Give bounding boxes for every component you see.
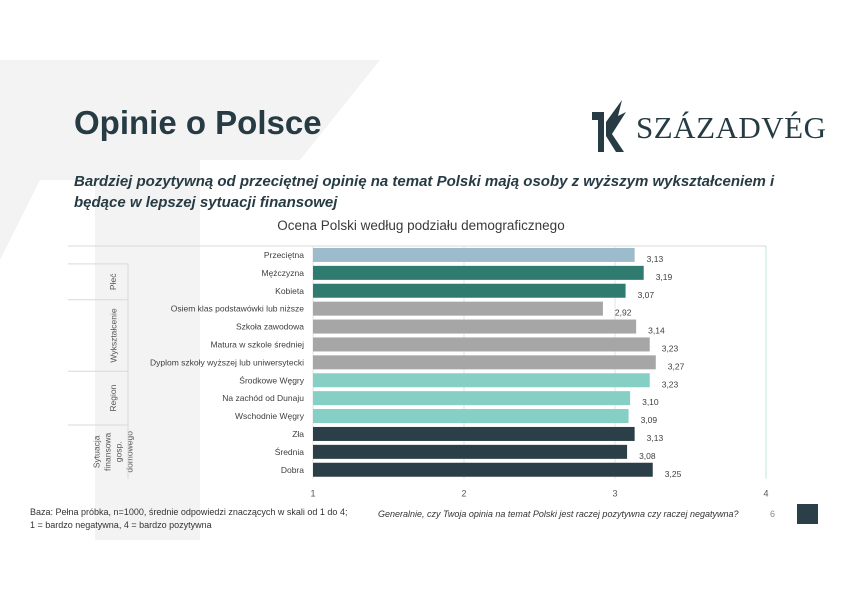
value-label: 3,13 [647,433,664,443]
group-label: Region [108,384,118,411]
value-label: 3,25 [665,469,682,479]
value-label: 3,13 [647,254,664,264]
value-label: 3,27 [668,361,685,371]
category-label: Dobra [281,465,304,475]
x-tick-label: 2 [461,489,466,499]
bar [313,391,631,406]
bar [313,426,635,441]
bar [313,247,635,262]
bar [313,301,603,316]
value-label: 3,07 [638,290,655,300]
corner-accent [797,504,818,524]
value-label: 3,09 [641,415,658,425]
value-label: 3,08 [639,451,656,461]
bar [313,444,628,459]
value-label: 3,19 [656,272,673,282]
bar [313,319,637,334]
x-tick-label: 4 [763,489,768,499]
background-watermark [0,60,380,540]
bar [313,265,644,280]
page-subtitle: Bardziej pozytywną od przeciętnej opinię… [74,173,775,211]
value-label: 2,92 [615,308,632,318]
group-label: gosp. [114,441,124,462]
category-label: Osiem klas podstawówki lub niższe [171,304,304,314]
category-label: Matura w szkole średniej [210,339,304,349]
logo-wordmark: SZÁZADVÉG [636,110,827,145]
category-label: Wschodnie Węgry [235,411,305,421]
logo-mark-icon [592,100,626,152]
x-tick-label: 3 [612,489,617,499]
value-label: 3,23 [662,379,679,389]
chart-title: Ocena Polski według podziału demograficz… [277,218,565,233]
survey-question: Generalnie, czy Twoja opinia na temat Po… [378,509,739,519]
group-label: Płeć [108,273,118,290]
category-label: Kobieta [275,286,304,296]
category-label: Na zachód od Dunaju [222,393,304,403]
value-label: 3,14 [648,326,665,336]
bar [313,337,650,352]
group-label: Sytuacja [92,435,102,468]
bar [313,283,626,298]
category-label: Dyplom szkoły wyższej lub uniwersytecki [150,357,304,367]
footnote: Baza: Pełna próbka, n=1000, średnie odpo… [30,507,348,530]
category-label: Szkoła zawodowa [236,322,304,332]
x-tick-label: 1 [310,489,315,499]
category-label: Przeciętna [264,250,304,260]
page-title: Opinie o Polsce [74,104,322,141]
group-label: Wykształcenie [108,308,118,363]
category-label: Mężczyzna [261,268,304,278]
category-label: Zła [292,429,304,439]
category-label: Średnia [275,446,305,457]
company-logo: SZÁZADVÉG [588,98,826,156]
value-label: 3,10 [642,397,659,407]
group-label: finansowa [103,432,113,471]
value-label: 3,23 [662,343,679,353]
bar [313,409,629,424]
category-label: Środkowe Węgry [239,374,304,385]
bar [313,355,656,370]
group-label: domowego [125,431,135,473]
page-number: 6 [770,509,776,519]
bar [313,373,650,388]
bar [313,462,653,477]
